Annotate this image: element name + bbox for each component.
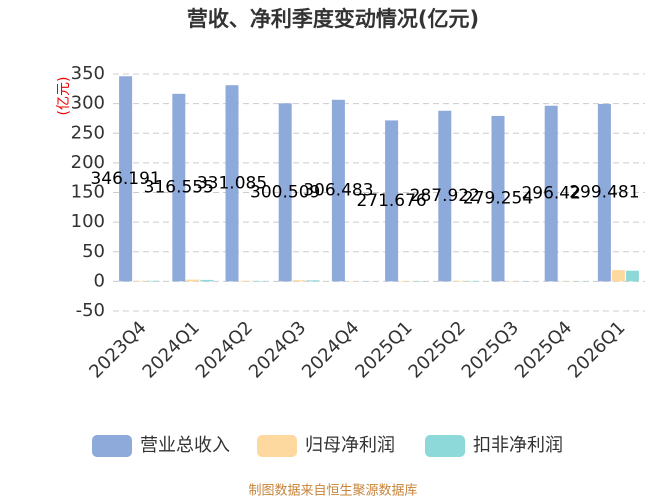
- bar: [292, 280, 306, 282]
- bar: [385, 120, 399, 282]
- y-axis-label: (亿元): [56, 77, 72, 116]
- data-label: 287.922: [410, 186, 480, 206]
- y-tick-label: -50: [76, 300, 105, 321]
- data-label: 299.481: [569, 183, 639, 203]
- bar: [438, 110, 452, 282]
- bar: [611, 270, 625, 282]
- bar: [133, 280, 147, 282]
- x-tick-label: 2024Q1: [139, 317, 204, 382]
- bar: [331, 99, 345, 282]
- y-tick-label: 0: [94, 270, 105, 291]
- bar: [200, 279, 214, 282]
- chart-title: 营收、净利季度变动情况(亿元): [187, 7, 479, 31]
- y-tick-label: 50: [82, 241, 105, 262]
- x-tick-label: 2025Q1: [351, 317, 416, 382]
- data-label: 306.483: [303, 181, 373, 201]
- bar: [544, 105, 558, 282]
- bar: [147, 280, 161, 282]
- legend-swatch: [257, 435, 297, 457]
- y-tick-label: 350: [71, 63, 105, 84]
- bar: [119, 76, 133, 282]
- data-label: 279.254: [463, 189, 533, 209]
- bar: [278, 103, 292, 282]
- y-tick-label: 150: [71, 182, 105, 203]
- bar: [172, 93, 186, 282]
- y-tick-label: 300: [71, 93, 105, 114]
- legend-label: 扣非净利润: [473, 435, 563, 456]
- x-tick-label: 2025Q4: [511, 317, 576, 382]
- bar: [306, 280, 320, 282]
- bar: [186, 279, 200, 282]
- legend-label: 营业总收入: [140, 435, 230, 456]
- bar: [239, 280, 253, 282]
- bar: [625, 270, 639, 282]
- y-tick-label: 200: [71, 152, 105, 173]
- x-tick-label: 2025Q2: [405, 317, 470, 382]
- x-tick-label: 2023Q4: [85, 317, 150, 382]
- legend-label: 归母净利润: [305, 435, 395, 456]
- x-tick-label: 2025Q3: [458, 317, 523, 382]
- bar: [597, 103, 611, 282]
- bar: [452, 280, 466, 282]
- bar: [225, 85, 239, 282]
- legend-swatch: [425, 435, 465, 457]
- y-tick-label: 250: [71, 122, 105, 143]
- legend-swatch: [92, 435, 132, 457]
- y-tick-label: 100: [71, 211, 105, 232]
- x-tick-label: 2026Q1: [564, 317, 629, 382]
- x-tick-label: 2024Q2: [192, 317, 257, 382]
- data-label: 316.555: [144, 178, 214, 198]
- source-note: 制图数据来自恒生聚源数据库: [248, 483, 417, 499]
- data-label: 331.085: [197, 173, 267, 193]
- bar: [491, 115, 505, 282]
- x-tick-label: 2024Q3: [245, 317, 310, 382]
- data-label: 300.509: [250, 182, 320, 202]
- x-tick-label: 2024Q4: [298, 317, 363, 382]
- data-label: 271.676: [356, 191, 426, 211]
- data-label: 346.191: [90, 169, 160, 189]
- data-label: 296.42: [521, 184, 580, 204]
